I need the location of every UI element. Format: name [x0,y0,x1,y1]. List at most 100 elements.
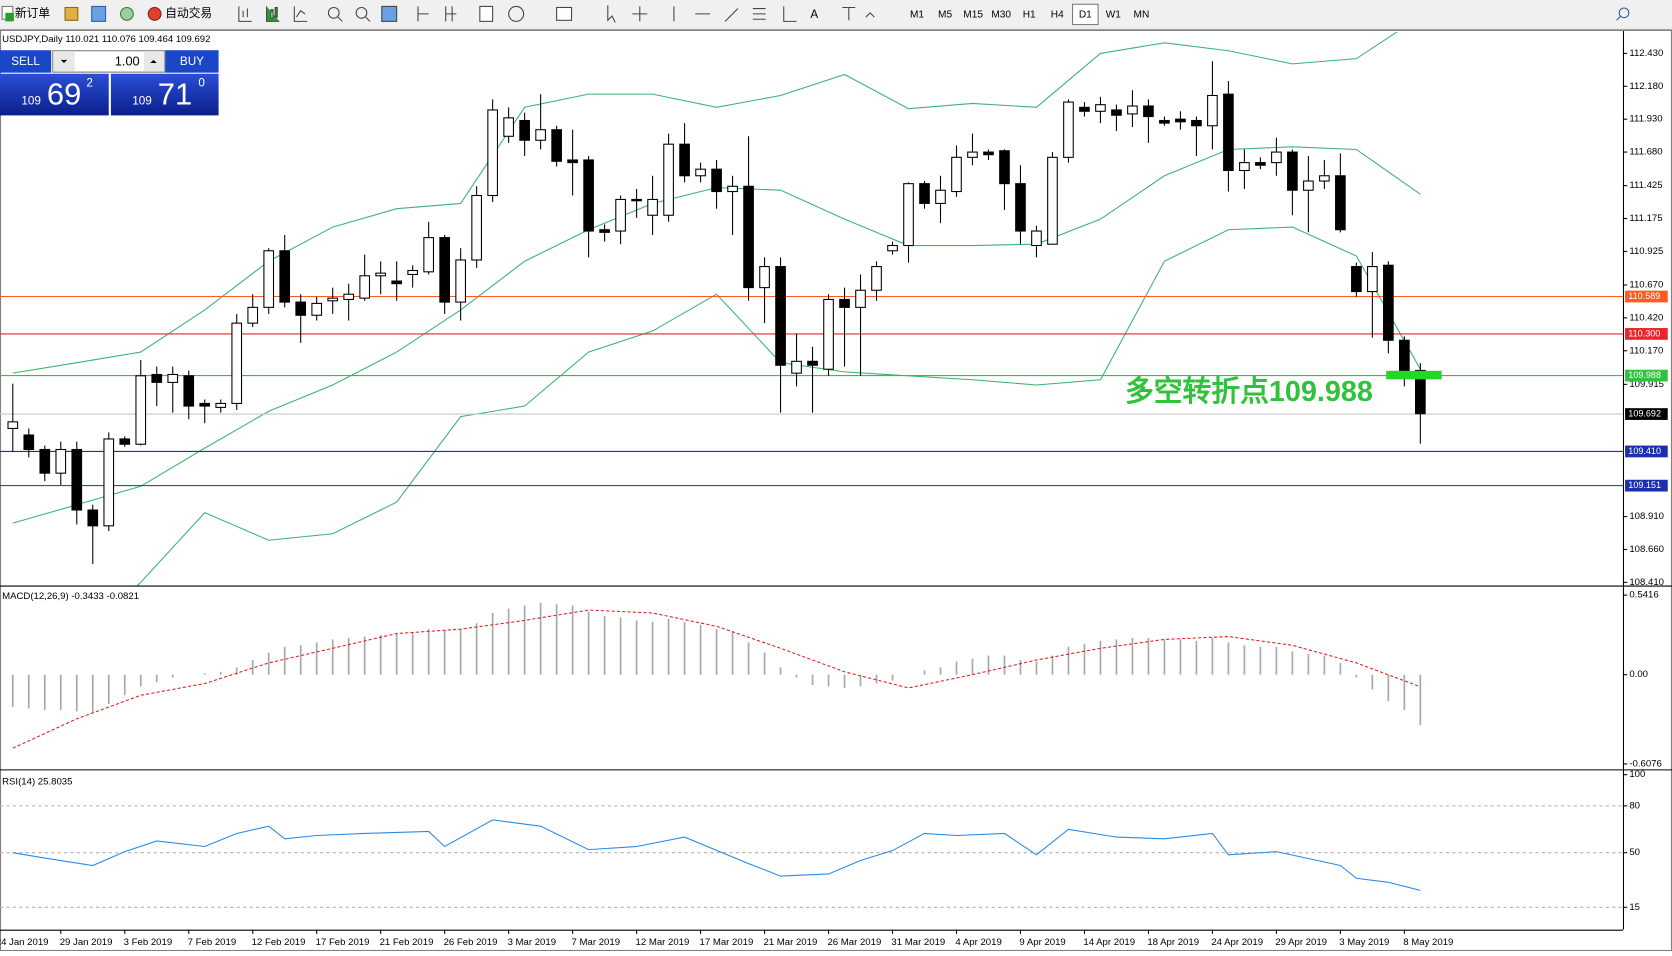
candle-body [1335,175,1346,231]
y-tick-label: 112.180 [1629,81,1663,92]
candle-body [1095,104,1106,112]
timeframe-button[interactable]: M5 [938,10,952,21]
candle-body [599,229,610,233]
x-tick-label: 17 Feb 2019 [316,937,370,948]
sell-label: SELL [11,55,40,68]
candle-body [775,266,786,366]
candle-body [903,183,914,247]
price-level-label: 110.589 [1628,291,1660,301]
bollinger-band [136,226,1421,586]
timeframe-button[interactable]: M15 [963,10,983,21]
sell-quote[interactable] [0,73,109,116]
auto-trading-button[interactable]: 自动交易 [147,6,212,21]
y-tick-label: 15 [1629,902,1640,913]
candle-body [935,189,946,204]
candle-body [55,448,67,474]
text-tool[interactable]: A [810,8,818,21]
price-level-box [1625,408,1668,420]
timeframe-button[interactable]: M1 [910,10,924,21]
candle-body [967,151,978,158]
lots-field[interactable] [52,50,166,73]
price-level-label: 109.692 [1628,408,1661,418]
timeframe-button[interactable]: D1 [1079,10,1092,21]
candle-body [551,129,562,162]
y-tick-label: 108.660 [1629,544,1664,555]
candle-body [823,298,834,370]
plot-layer: 112.430 112.180 111.930 111.680 111.425 111.1… [0,32,1668,948]
sell-quote-big: 109 [21,95,41,108]
sell-button[interactable] [0,50,52,73]
y-tick-label: 50 [1629,847,1640,858]
candle-body [1255,162,1266,166]
price-level-label: 110.300 [1628,328,1660,338]
macd-signal [12,609,1421,749]
x-tick-label: 7 Mar 2019 [572,937,620,948]
candle-body [1223,93,1234,172]
new-order-button[interactable]: 新订单 [1,5,50,22]
x-tick-label: 29 Apr 2019 [1275,937,1327,948]
chart-annotation: 多空转折点109.988 [1125,375,1373,408]
candle-body [1303,180,1314,191]
panel-title: MACD(12,26,9) -0.3433 -0.0821 [2,591,139,602]
buy-quote[interactable] [110,73,219,116]
icon[interactable] [91,5,107,22]
timeframe-button[interactable]: W1 [1106,10,1122,21]
panel-title: USDJPY,Daily 110.021 110.076 109.464 109… [2,34,210,45]
y-tick-label: 111.680 [1629,147,1662,158]
rsi-line [12,819,1421,891]
toolbar [0,0,1672,29]
x-tick-label: 14 Apr 2019 [1083,937,1135,948]
y-tick-label: 110.670 [1629,280,1663,291]
y-tick-label: 111.175 [1629,213,1662,224]
x-tick-label: 26 Mar 2019 [827,937,881,948]
chart-tools[interactable] [238,5,875,23]
candle-body [1111,109,1122,116]
candle-body [1351,266,1362,293]
y-tick-label: 110.420 [1629,312,1663,323]
candle-body [23,434,35,451]
candle-body [999,150,1010,185]
candle-body [151,373,163,383]
y-tick-label: 108.410 [1629,577,1664,588]
x-tick-label: 8 May 2019 [1403,937,1453,948]
candle-body [1159,119,1170,124]
candle-body [199,402,211,407]
candle-body [679,143,690,177]
icon[interactable] [119,6,134,21]
x-tick-label: 26 Feb 2019 [444,937,498,948]
timeframe-bar: M1 M5 M15 M30 H1 H4 D1 W1 MN [910,3,1150,26]
candle-body [1143,105,1154,118]
x-tick-label: 31 Mar 2019 [891,937,945,948]
candle-body [567,159,578,164]
candle-body [839,298,850,308]
price-level-box [1625,290,1668,303]
x-tick-label: 29 Jan 2019 [60,937,113,948]
candle-body [1015,183,1026,232]
candle-body [727,185,738,193]
candle-body [1399,339,1410,373]
icon[interactable] [64,6,79,21]
candle-body [103,438,115,527]
search-icon[interactable] [1616,7,1630,21]
candle-body [39,448,51,474]
candle-body [87,509,99,527]
candle-body [1271,151,1282,164]
x-tick-label: 9 Apr 2019 [1019,937,1065,948]
one-click-panel: SELL 1.00 BUY 109 69 2 109 71 0 [0,50,219,116]
y-tick-label: 0.00 [1629,669,1648,680]
candle-body [215,402,227,408]
timeframe-button[interactable]: MN [1134,10,1150,21]
timeframe-button[interactable]: H1 [1023,10,1036,21]
candle-body [1063,101,1074,158]
timeframe-button[interactable]: H4 [1051,10,1064,21]
buy-button[interactable] [165,50,219,73]
candle-body [231,322,243,404]
candle-body [631,198,642,202]
candle-body [7,421,19,429]
candle-body [1367,266,1378,293]
timeframe-button[interactable]: M30 [991,10,1011,21]
x-tick-label: 21 Feb 2019 [380,937,434,948]
price-level-box [1625,479,1668,492]
candle-body [167,373,179,383]
candle-body [1079,106,1090,112]
